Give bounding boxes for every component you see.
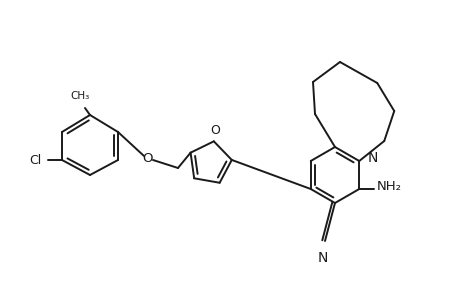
Text: CH₃: CH₃	[70, 91, 90, 101]
Text: N: N	[366, 151, 377, 165]
Text: N: N	[317, 251, 327, 265]
Text: O: O	[209, 124, 219, 137]
Text: Cl: Cl	[30, 154, 42, 166]
Text: O: O	[142, 152, 153, 164]
Text: NH₂: NH₂	[376, 181, 401, 194]
